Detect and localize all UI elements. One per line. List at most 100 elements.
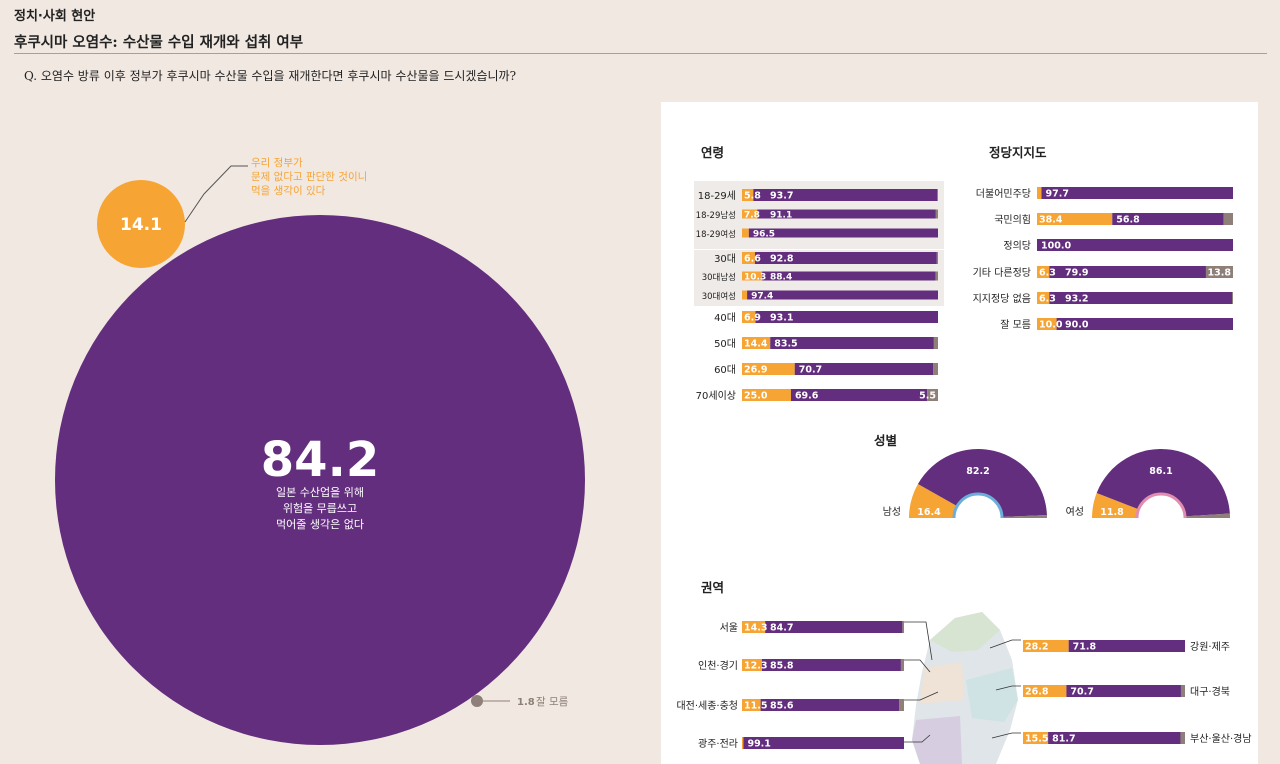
bar-eat-value: 14.3 <box>744 623 767 634</box>
gender-accent-ring <box>952 492 1004 519</box>
slice-unknown-marker <box>471 695 483 707</box>
age-category-label: 50대 <box>714 338 736 350</box>
gender-not-eat-value: 86.1 <box>1149 466 1172 477</box>
bar-eat <box>742 699 761 711</box>
bar-unknown <box>933 363 938 375</box>
region-category-label: 서울 <box>720 622 738 634</box>
slice-eat <box>97 180 185 268</box>
bar-not-eat-value: 100.0 <box>1041 241 1071 252</box>
bar-eat-value: 10.3 <box>744 273 766 283</box>
bar-unknown <box>936 252 938 264</box>
slice-unknown-value: 1.8 <box>517 697 535 708</box>
bar-not-eat <box>762 271 936 281</box>
bar-unknown <box>1180 732 1185 744</box>
bar-eat <box>742 189 754 201</box>
slice-not-eat-value: 84.2 <box>261 432 379 488</box>
bar-not-eat-value: 81.7 <box>1052 734 1075 745</box>
bar-not-eat <box>1037 239 1233 251</box>
bar-eat-value: 14.4 <box>744 339 768 350</box>
bar-not-eat-value: 99.1 <box>747 739 770 750</box>
bar-not-eat-value: 69.6 <box>795 391 819 402</box>
party-category-label: 잘 모름 <box>1000 319 1031 331</box>
bar-eat-value: 25.0 <box>744 391 768 402</box>
region-chart-title: 권역 <box>701 580 724 595</box>
bar-unknown <box>1223 213 1233 225</box>
age-category-label: 30대여성 <box>702 291 736 302</box>
section-tag: 정치·사회 현안 <box>14 9 96 24</box>
bar-not-eat-value: 85.8 <box>770 661 794 672</box>
bar-not-eat <box>1066 685 1181 697</box>
age-category-label: 18-29여성 <box>696 229 736 240</box>
bar-unknown <box>899 699 904 711</box>
bar-eat <box>1023 640 1069 652</box>
bar-eat <box>742 621 766 633</box>
bar-not-eat <box>1048 732 1181 744</box>
bar-not-eat <box>1068 640 1185 652</box>
bar-eat <box>1037 318 1057 330</box>
age-category-label: 18-29세 <box>698 190 736 202</box>
bar-eat <box>742 737 744 749</box>
region-leader-line <box>995 685 1021 691</box>
party-category-label: 정의당 <box>1003 240 1031 252</box>
region-leader-line <box>991 732 1021 739</box>
bar-not-eat <box>794 363 934 375</box>
gender-slice-eat <box>1092 493 1139 518</box>
slice-unknown-label: 잘 모름 <box>536 696 569 708</box>
bar-not-eat <box>760 699 900 711</box>
bar-not-eat-value: 96.5 <box>753 230 775 240</box>
bar-not-eat-value: 93.1 <box>770 313 793 324</box>
bar-eat-value: 6.6 <box>744 254 761 265</box>
region-leader-line <box>904 659 931 673</box>
slice-eat-value: 14.1 <box>120 215 162 235</box>
region-category-label: 부산·울산·경남 <box>1190 732 1252 745</box>
bar-eat-value: 15.5 <box>1025 734 1048 745</box>
region-category-label: 강원·제주 <box>1190 641 1230 653</box>
bar-eat-value: 6.3 <box>1039 294 1056 305</box>
gender-chart-title: 성별 <box>874 433 897 448</box>
bar-not-eat-value: 83.5 <box>774 339 797 350</box>
slice-not-eat <box>55 215 585 745</box>
bar-eat <box>1037 292 1050 304</box>
bar-not-eat <box>1056 318 1233 330</box>
region-category-label: 대전·세종·충청 <box>676 700 738 712</box>
bar-not-eat-value: 93.2 <box>1065 294 1088 305</box>
region-leader-line <box>904 621 933 661</box>
bar-eat-value: 12.3 <box>744 661 767 672</box>
region-leader-line <box>989 639 1021 649</box>
gender-slice-unknown <box>1184 513 1230 518</box>
bar-not-eat-value: 92.8 <box>770 254 794 265</box>
map-region-north <box>930 612 1000 652</box>
bar-not-eat-value: 97.7 <box>1046 189 1069 200</box>
bar-unknown <box>900 659 904 671</box>
bar-not-eat-value: 84.7 <box>770 623 793 634</box>
bar-eat-value: 6.9 <box>744 313 761 324</box>
bar-not-eat-value: 79.9 <box>1065 268 1088 279</box>
breakdown-charts: 연령 18-29세 5.8 93.7 18-29남성 7.8 91.1 18-29여성 96.5… <box>676 145 1252 764</box>
korea-map-silhouette <box>912 612 1018 764</box>
bar-eat <box>742 271 763 281</box>
bar-not-eat <box>1049 266 1206 278</box>
bar-eat-value: 5.8 <box>744 191 761 202</box>
bar-eat-value: 26.8 <box>1025 687 1049 698</box>
slice-eat-label-line: 먹을 생각이 있다 <box>251 185 326 197</box>
bar-unknown <box>902 621 904 633</box>
page-title: 후쿠시마 오염수: 수산물 수입 재개와 섭취 여부 <box>14 34 304 51</box>
map-region-southwest <box>912 716 962 764</box>
slice-not-eat-label-line: 먹어줄 생각은 없다 <box>276 518 364 531</box>
slice-eat-leader <box>184 165 248 223</box>
bar-unknown <box>1205 266 1233 278</box>
region-leader-line <box>904 691 939 701</box>
bar-eat <box>742 337 771 349</box>
party-category-label: 국민의힘 <box>994 214 1031 226</box>
survey-question: Q. 오염수 방류 이후 정부가 후쿠시마 수산물 수입을 재개한다면 후쿠시마… <box>24 69 517 83</box>
gender-eat-value: 16.4 <box>917 507 941 518</box>
age-category-label: 70세이상 <box>696 390 736 402</box>
age-chart-title: 연령 <box>701 145 724 160</box>
title-divider <box>14 53 1267 54</box>
bar-not-eat-value: 70.7 <box>1070 687 1093 698</box>
bar-not-eat <box>748 228 938 238</box>
bar-eat <box>742 290 748 300</box>
bar-eat <box>742 659 762 671</box>
bar-unknown <box>935 209 938 219</box>
bar-eat <box>1023 732 1049 744</box>
